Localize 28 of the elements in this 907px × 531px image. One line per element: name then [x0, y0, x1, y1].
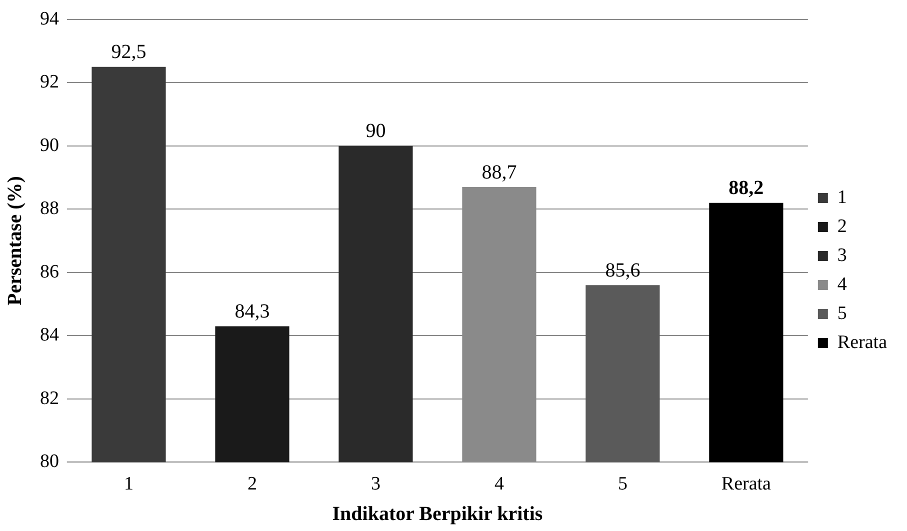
- x-tick-label: 1: [124, 474, 134, 495]
- legend-label: 5: [837, 302, 847, 324]
- y-tick-label: 82: [40, 388, 59, 409]
- legend-label: Rerata: [837, 332, 888, 353]
- legend-label: 3: [837, 244, 847, 266]
- x-tick-label: 3: [370, 474, 380, 495]
- y-tick-label: 90: [40, 134, 59, 156]
- y-tick-label: 80: [40, 451, 59, 472]
- y-tick-label: 92: [40, 72, 59, 93]
- x-tick-label: 5: [618, 474, 628, 495]
- x-axis-title: Indikator Berpikir kritis: [332, 503, 543, 526]
- y-tick-label: 86: [40, 261, 59, 282]
- x-tick-label: 4: [494, 474, 504, 495]
- data-label: 92,5: [111, 41, 146, 64]
- y-axis-title: Persentase (%): [4, 176, 26, 306]
- x-tick-label: Rerata: [721, 474, 772, 495]
- data-label: 88,7: [482, 161, 517, 184]
- y-tick-label: 94: [40, 8, 60, 30]
- y-tick-label: 88: [40, 198, 59, 220]
- x-tick-label: 2: [247, 474, 257, 495]
- legend-label: 4: [837, 274, 848, 295]
- data-label: 90: [366, 120, 386, 142]
- legend-label: 2: [837, 216, 847, 237]
- legend-label: 1: [837, 186, 847, 208]
- y-tick-label: 84: [40, 324, 60, 346]
- data-label: 85,6: [605, 259, 640, 282]
- data-label: 84,3: [234, 300, 270, 322]
- data-label: 88,2: [728, 177, 764, 200]
